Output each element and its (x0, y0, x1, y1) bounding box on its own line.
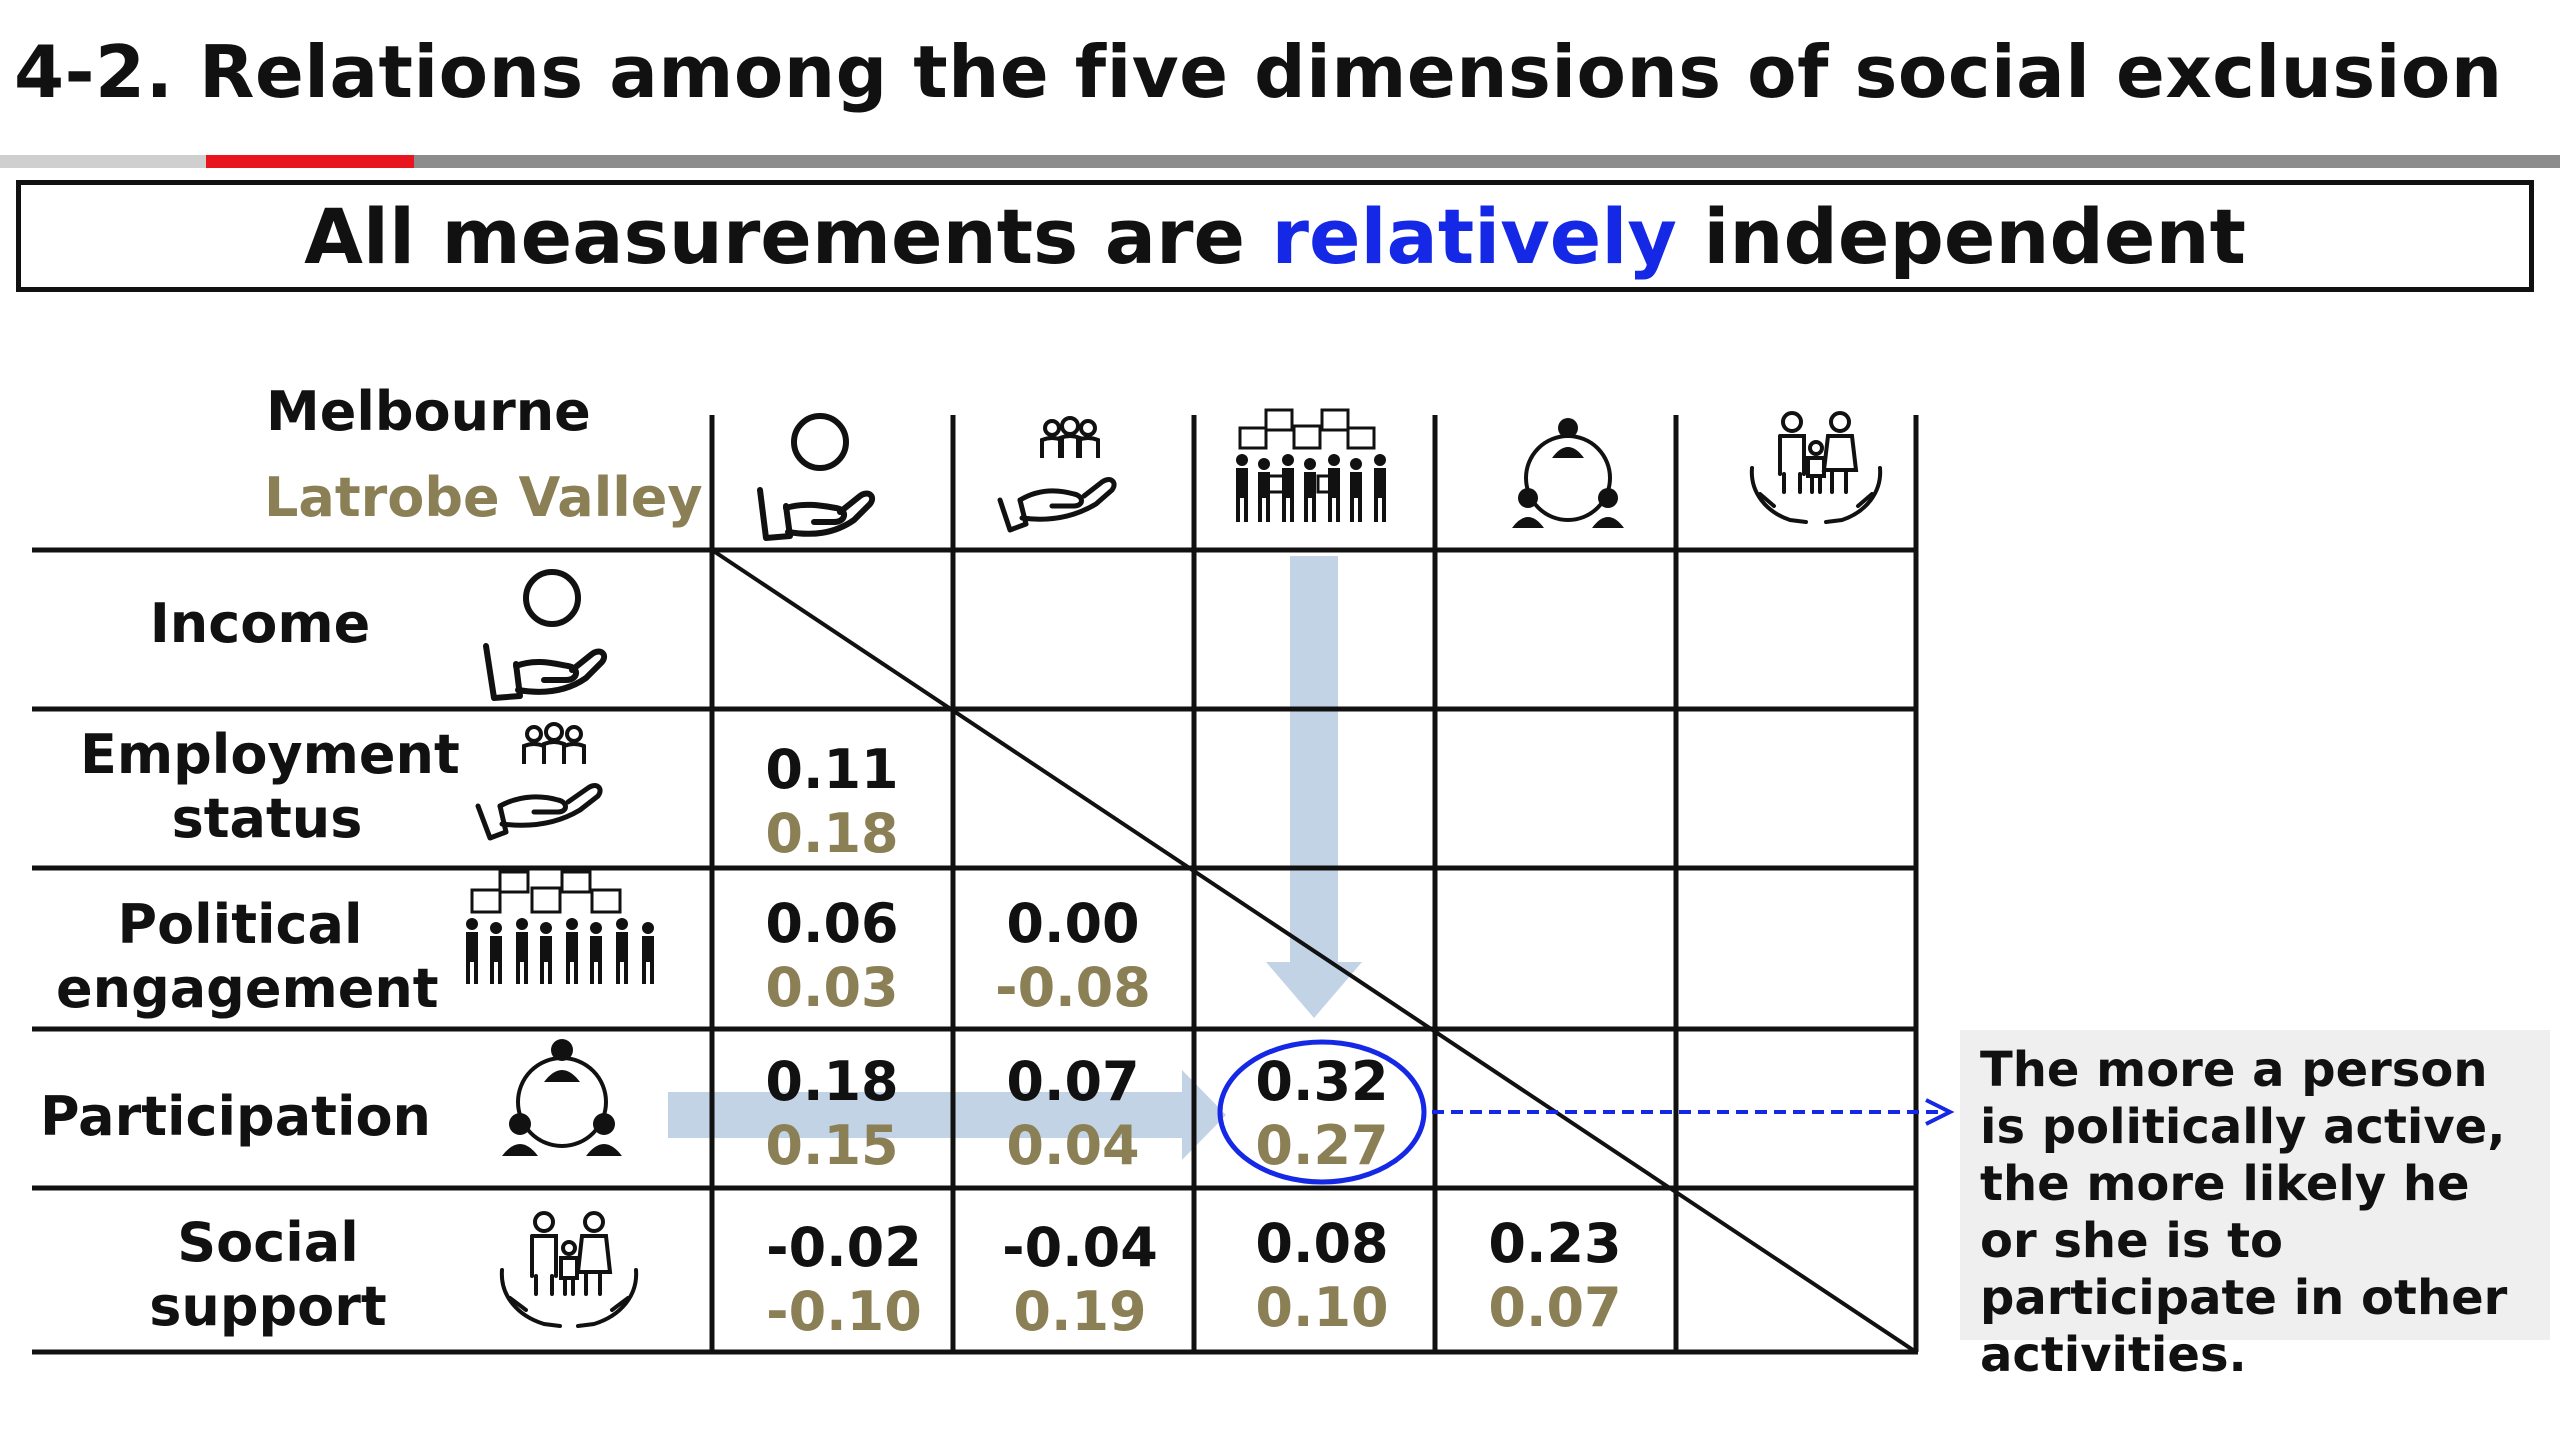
hand-person-icon (757, 413, 876, 541)
value-latrobe: 0.04 (1006, 1114, 1140, 1177)
value-melbourne: 0.18 (765, 1050, 899, 1113)
row-label-participation: Participation (40, 1085, 431, 1148)
slide-title: 4-2. Relations among the five dimensions… (14, 30, 2503, 114)
value-latrobe: 0.03 (765, 956, 899, 1019)
banner-highlight-word: relatively (1271, 191, 1677, 281)
vertical-arrow (1266, 556, 1362, 1018)
cell-employment-income: 0.11 0.18 (712, 738, 952, 866)
dashed-pointer-arrow (1432, 1098, 1955, 1126)
value-melbourne: 0.32 (1255, 1050, 1389, 1113)
legend-latrobe-valley: Latrobe Valley (264, 466, 703, 529)
value-melbourne: 0.07 (1006, 1050, 1140, 1113)
value-melbourne: 0.11 (765, 738, 899, 801)
cell-social-participation: 0.23 0.07 (1435, 1212, 1675, 1340)
title-rule-accent (206, 155, 414, 168)
cell-social-political: 0.08 0.10 (1202, 1212, 1442, 1340)
banner-text-before: All measurements are (304, 191, 1272, 281)
protest-crowd-icon (1236, 408, 1386, 522)
value-latrobe: 0.07 (1488, 1276, 1622, 1339)
row-label-income: Income (149, 592, 371, 655)
value-latrobe: 0.27 (1255, 1114, 1389, 1177)
network-people-icon (502, 1039, 622, 1156)
grid-horizontal-lines (32, 547, 1918, 1355)
value-latrobe: 0.18 (765, 802, 899, 865)
protest-crowd-icon (466, 870, 654, 984)
cell-social-income: -0.02 -0.10 (724, 1216, 964, 1344)
row-label-political-engagement: Political engagement (56, 893, 439, 1020)
value-latrobe: -0.10 (766, 1280, 922, 1343)
value-latrobe: 0.15 (765, 1114, 899, 1177)
banner-text-after: independent (1676, 191, 2246, 281)
value-melbourne: 0.23 (1488, 1212, 1622, 1275)
title-rule-light-segment (0, 155, 206, 168)
value-melbourne: 0.00 (1006, 892, 1140, 955)
value-latrobe: 0.10 (1255, 1276, 1389, 1339)
grid-vertical-lines (709, 415, 1919, 1352)
cell-social-employment: -0.04 0.19 (960, 1216, 1200, 1344)
hands-family-icon (1749, 411, 1883, 524)
cell-participation-political: 0.32 0.27 (1202, 1050, 1442, 1178)
row-label-social-support: Social support (149, 1211, 387, 1338)
value-melbourne: -0.02 (766, 1216, 922, 1279)
highlight-ellipse (1217, 1039, 1427, 1185)
hand-person-icon (483, 569, 608, 701)
hand-group-icon (475, 722, 603, 841)
value-latrobe: -0.08 (995, 956, 1151, 1019)
value-melbourne: 0.08 (1255, 1212, 1389, 1275)
value-melbourne: 0.06 (765, 892, 899, 955)
value-melbourne: -0.04 (1002, 1216, 1158, 1279)
row-label-employment-status: Employment status (80, 723, 460, 850)
hands-family-icon (499, 1211, 639, 1328)
matrix-diagonal (710, 548, 1918, 1354)
callout-text: The more a person is politically active,… (1980, 1042, 2525, 1383)
hand-group-icon (997, 416, 1117, 533)
horizontal-arrow (668, 1070, 1226, 1160)
cell-political-employment: 0.00 -0.08 (953, 892, 1193, 1020)
legend-melbourne: Melbourne (266, 380, 591, 443)
value-latrobe: 0.19 (1013, 1280, 1147, 1343)
cell-participation-income: 0.18 0.15 (712, 1050, 952, 1178)
interpretation-callout: The more a person is politically active,… (1960, 1030, 2550, 1383)
cell-political-income: 0.06 0.03 (712, 892, 952, 1020)
cell-participation-employment: 0.07 0.04 (953, 1050, 1193, 1178)
network-people-icon (1512, 418, 1624, 528)
title-rule (0, 155, 2560, 168)
key-message-banner: All measurements are relatively independ… (16, 180, 2534, 292)
